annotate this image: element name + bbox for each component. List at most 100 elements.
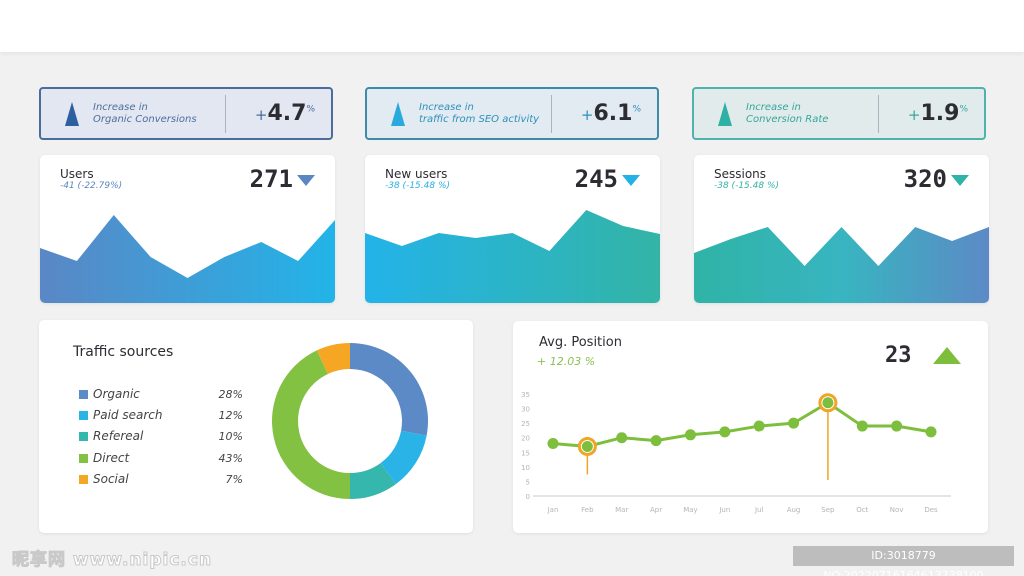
- legend-percent: 28%: [218, 387, 243, 401]
- data-point-apr: [650, 435, 662, 447]
- legend-swatch: [79, 431, 88, 441]
- traffic-sources-card: Traffic sources Organic 28% Paid search …: [39, 320, 473, 533]
- kpi-sign: +: [254, 106, 268, 124]
- y-tick-label: 30: [521, 406, 530, 414]
- kpi-divider: [551, 94, 552, 133]
- legend-item-organic: Organic 28%: [79, 386, 243, 402]
- legend-name: Paid search: [93, 408, 163, 422]
- y-tick-label: 35: [521, 391, 530, 399]
- kpi-label-line1: Increase in: [746, 101, 801, 113]
- new-users-area-chart: [365, 210, 660, 303]
- x-tick-label: Mar: [615, 506, 628, 514]
- triangle-up-icon: [933, 347, 961, 364]
- y-tick-label: 15: [521, 449, 530, 457]
- donut-slice-refereal: [350, 463, 396, 499]
- legend-item-paid-search: Paid search 12%: [79, 407, 243, 423]
- y-tick-label: 25: [521, 420, 530, 428]
- data-point-jul: [753, 420, 765, 432]
- data-point-oct: [856, 420, 868, 432]
- y-tick-label: 5: [526, 478, 530, 486]
- y-tick-label: 10: [521, 464, 530, 472]
- data-point-jun: [719, 426, 731, 438]
- triangle-up-icon: [65, 101, 79, 126]
- triangle-down-icon: [622, 175, 640, 186]
- legend-swatch: [79, 389, 88, 399]
- users-area: [40, 215, 335, 303]
- kpi-sign: +: [580, 106, 594, 124]
- triangle-down-icon: [951, 175, 969, 186]
- sessions-card: Sessions -38 (-15.48 %) 320: [694, 155, 989, 303]
- position-title: Avg. Position: [539, 335, 622, 350]
- traffic-title: Traffic sources: [73, 344, 174, 360]
- donut-slice-social: [316, 343, 350, 374]
- kpi-conversion-rate: Increase in Conversion Rate +1.9%: [692, 87, 986, 140]
- traffic-donut-chart: [272, 343, 428, 499]
- stat-title: Users: [60, 167, 94, 181]
- kpi-number: 1.9: [920, 101, 960, 126]
- data-point-nov: [891, 420, 903, 432]
- kpi-divider: [225, 94, 226, 133]
- legend-name: Refereal: [93, 429, 144, 443]
- kpi-label-line1: Increase in: [419, 101, 474, 113]
- legend-item-social: Social 7%: [79, 471, 243, 487]
- kpi-unit: %: [632, 104, 641, 115]
- kpi-value: +1.9%: [879, 101, 984, 126]
- data-point-des: [925, 426, 937, 438]
- data-point-may: [684, 429, 696, 441]
- kpi-organic-conversions: Increase in Organic Conversions +4.7%: [39, 87, 333, 140]
- kpi-label-line2: Conversion Rate: [746, 113, 829, 125]
- avg-position-line-chart: 0 5 10 15 20 25 30 35 Jan Feb Mar Apr May Jun Jul Aug Se…: [521, 391, 951, 514]
- sessions-area: [694, 227, 989, 303]
- triangle-down-icon: [297, 175, 315, 186]
- kpi-label: Increase in traffic from SEO activity: [419, 102, 549, 126]
- donut-slice-direct: [272, 350, 350, 499]
- kpi-label: Increase in Organic Conversions: [93, 102, 223, 126]
- legend-percent: 12%: [218, 408, 243, 422]
- x-tick-label: Apr: [650, 506, 662, 514]
- watermark-logo: 昵享网 www.nipic.cn: [11, 550, 213, 571]
- legend-name: Direct: [93, 451, 130, 465]
- stat-title: New users: [385, 167, 448, 181]
- top-header-bar: [0, 0, 1024, 52]
- data-point-mar: [616, 432, 628, 444]
- stat-value: 271: [249, 165, 293, 193]
- kpi-sign: +: [907, 106, 921, 124]
- avg-position-card: Avg. Position + 12.03 % 23 0 5 10 15 20 25 30 3…: [513, 321, 988, 533]
- x-tick-label: Jun: [718, 506, 730, 514]
- kpi-value: +4.7%: [226, 101, 331, 126]
- triangle-up-icon: [718, 101, 732, 126]
- users-card: Users -41 (-22.79%) 271: [40, 155, 335, 303]
- donut-slice-organic: [350, 343, 428, 436]
- donut-slice-paid-search: [380, 430, 427, 485]
- watermark-id: ID:3018779 NO:20220716164613738100: [793, 546, 1014, 576]
- x-tick-label: Nov: [890, 506, 904, 514]
- kpi-label-line2: Organic Conversions: [93, 113, 197, 125]
- legend-percent: 7%: [225, 472, 243, 486]
- data-point-feb: [581, 440, 593, 452]
- kpi-divider: [878, 94, 879, 133]
- stat-delta: -41 (-22.79%): [60, 181, 123, 191]
- kpi-label-line1: Increase in: [93, 101, 148, 113]
- position-delta: + 12.03 %: [537, 355, 596, 368]
- users-area-chart: [40, 215, 335, 303]
- legend-item-referral: Refereal 10%: [79, 428, 243, 444]
- new-users-area: [365, 210, 660, 303]
- triangle-up-icon: [391, 101, 405, 126]
- x-tick-label: May: [683, 506, 697, 514]
- legend-percent: 43%: [218, 451, 243, 465]
- x-tick-label: Aug: [787, 506, 801, 514]
- kpi-number: 4.7: [267, 101, 307, 126]
- kpi-label-line2: traffic from SEO activity: [419, 113, 540, 125]
- x-tick-label: Jul: [754, 506, 764, 514]
- data-point-aug: [788, 417, 800, 429]
- legend-percent: 10%: [218, 429, 243, 443]
- kpi-value: +6.1%: [552, 101, 657, 126]
- legend-swatch: [79, 474, 88, 484]
- kpi-seo-traffic: Increase in traffic from SEO activity +6…: [365, 87, 659, 140]
- data-point-sep: [822, 397, 834, 409]
- legend-item-direct: Direct 43%: [79, 450, 243, 466]
- stat-title: Sessions: [714, 167, 767, 181]
- x-tick-label: Des: [924, 506, 938, 514]
- kpi-number: 6.1: [593, 101, 633, 126]
- position-value: 23: [885, 343, 912, 368]
